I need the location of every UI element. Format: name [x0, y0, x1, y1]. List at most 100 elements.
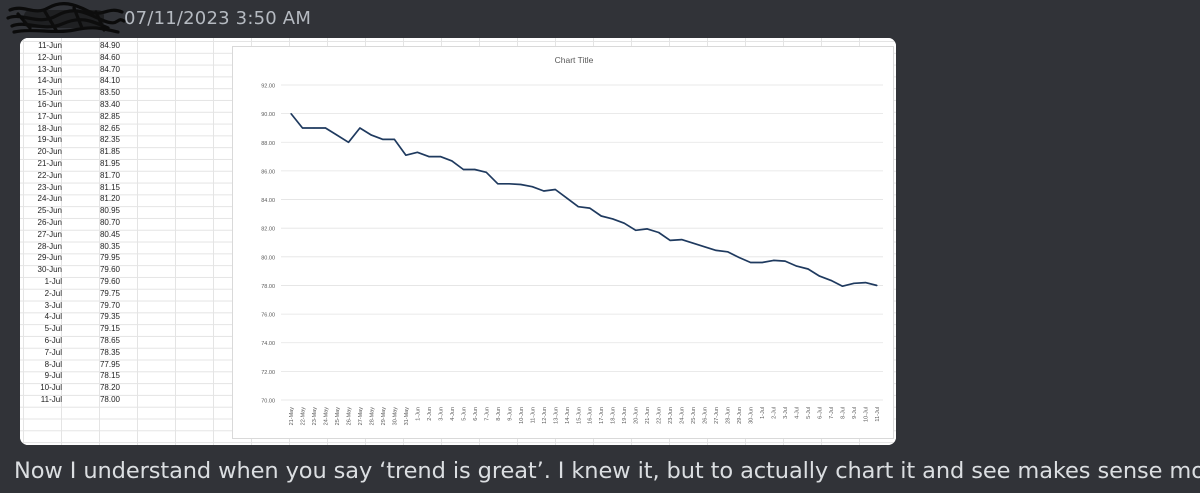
x-tick-label: 7-Jun [484, 407, 490, 421]
cell-value: 80.35 [99, 241, 120, 251]
message-timestamp: 07/11/2023 3:50 AM [124, 8, 312, 29]
x-tick-label: 2-Jul [772, 407, 778, 419]
data-point [681, 239, 683, 241]
cell-value: 78.35 [99, 347, 120, 357]
data-point [462, 168, 464, 171]
data-point [359, 127, 361, 129]
cell-date: 24-Jun [37, 194, 62, 204]
cell-date: 28-Jun [37, 241, 62, 251]
x-tick-label: 11-Jun [530, 407, 536, 423]
data-point [784, 260, 786, 262]
data-point [612, 218, 614, 220]
chart-svg: Chart Title 70.00 72.00 74.00 76.00 78.00 80.0… [261, 55, 883, 426]
data-point [347, 141, 350, 143]
cell-value: 84.10 [99, 76, 120, 86]
data-point [336, 134, 338, 136]
x-tick-label: 25-Jun [691, 407, 697, 424]
x-tick-label: 6-Jun [473, 407, 479, 421]
data-point [554, 188, 556, 191]
data-point [830, 279, 832, 281]
cell-date: 20-Jun [37, 147, 62, 157]
cell-value: 80.45 [99, 229, 120, 239]
cell-date: 9-Jul [44, 371, 62, 381]
data-point [646, 228, 648, 230]
data-point [807, 268, 809, 270]
x-tick-label: 26-Jun [703, 407, 709, 424]
cell-value: 78.15 [99, 371, 120, 381]
y-tick-label: 88.00 [261, 141, 275, 147]
cell-date: 14-Jun [37, 76, 62, 86]
x-tick-label: 24-Jun [680, 407, 686, 424]
cell-value: 83.40 [99, 99, 120, 109]
cell-date: 15-Jun [37, 88, 62, 98]
data-point [393, 138, 395, 140]
cell-date: 7-Jul [44, 347, 62, 357]
x-tick-label: 23-Jun [668, 407, 674, 424]
data-point [439, 156, 441, 158]
cell-value: 79.35 [99, 312, 120, 322]
cell-date: 3-Jul [44, 300, 62, 310]
cell-value: 81.95 [99, 158, 120, 168]
cell-date: 30-Jun [37, 265, 62, 275]
attached-screenshot[interactable]: 11-Jun 12-Jun 13-Jun 14-Jun 15-Jun 16-Jun 17-J… [20, 38, 896, 445]
data-point [773, 259, 775, 261]
x-tick-label: 31-May [404, 407, 410, 426]
data-point [750, 261, 752, 264]
data-point [474, 168, 476, 171]
cell-value: 79.15 [99, 324, 120, 334]
data-point [416, 151, 418, 153]
x-tick-label: 10-Jun [519, 407, 525, 424]
data-point [497, 183, 499, 185]
x-tick-label: 23-May [312, 407, 318, 426]
x-tick-label: 26-May [346, 407, 352, 426]
data-point [301, 127, 304, 129]
x-tick-label: 9-Jun [507, 407, 513, 421]
data-point [818, 275, 821, 277]
data-point [876, 284, 878, 287]
x-tick-label: 10-Jul [864, 407, 870, 422]
x-tick-label: 30-May [392, 407, 398, 426]
cell-date: 13-Jun [37, 64, 62, 74]
date-column: 11-Jun 12-Jun 13-Jun 14-Jun 15-Jun 16-Jun 17-J… [24, 40, 62, 406]
cell-date: 19-Jun [37, 135, 62, 145]
data-point [623, 222, 625, 224]
x-tick-label: 8-Jun [496, 407, 502, 421]
x-tick-label: 18-Jun [611, 407, 617, 424]
data-point [520, 183, 522, 186]
x-tick-label: 5-Jul [806, 407, 812, 419]
data-point [531, 186, 533, 188]
cell-value: 81.70 [99, 170, 120, 180]
cell-value: 83.50 [99, 88, 120, 98]
x-tick-label: 14-Jun [565, 407, 571, 424]
x-tick-label: 27-Jun [714, 407, 720, 424]
x-tick-label: 29-May [381, 407, 387, 426]
cell-date: 29-Jun [37, 253, 62, 263]
data-point [600, 215, 602, 217]
cell-value: 84.70 [99, 64, 120, 74]
data-point [658, 231, 660, 234]
data-point [635, 229, 637, 231]
data-point [864, 282, 867, 284]
data-point [370, 134, 372, 136]
cell-date: 5-Jul [44, 324, 62, 334]
cell-value: 78.65 [99, 335, 120, 345]
x-tick-label: 24-May [323, 407, 329, 426]
y-tick-label: 76.00 [261, 313, 275, 319]
cell-date: 10-Jul [40, 383, 62, 393]
data-point [692, 242, 694, 244]
message-text: Now I understand when you say ‘trend is … [14, 458, 1200, 484]
y-tick-label: 78.00 [261, 284, 275, 290]
x-tick-label: 28-Jun [726, 407, 732, 424]
cell-date: 26-Jun [37, 217, 62, 227]
y-tick-label: 90.00 [261, 112, 275, 118]
y-tick-label: 82.00 [261, 227, 275, 233]
cell-date: 17-Jun [37, 111, 62, 121]
cell-value: 82.65 [99, 123, 120, 133]
cell-value: 80.70 [99, 217, 120, 227]
cell-date: 11-Jul [40, 394, 62, 404]
cell-date: 27-Jun [37, 229, 62, 239]
y-tick-label: 86.00 [261, 169, 275, 175]
data-point [796, 265, 798, 267]
x-tick-label: 21-Jun [645, 407, 651, 424]
data-point [704, 246, 706, 248]
